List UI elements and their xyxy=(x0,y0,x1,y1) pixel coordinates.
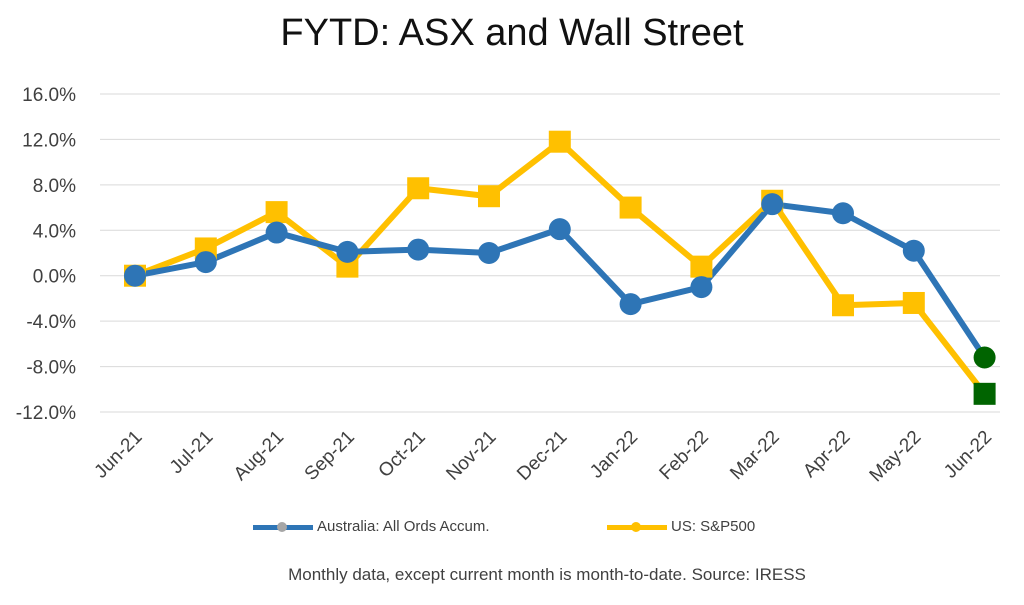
data-point-us xyxy=(902,291,925,314)
data-point-australia xyxy=(407,238,430,261)
x-tick-label: Mar-22 xyxy=(726,427,783,484)
x-tick-label: Apr-22 xyxy=(799,427,854,482)
y-tick-label: -8.0% xyxy=(26,358,76,379)
x-tick-label: Feb-22 xyxy=(656,427,713,484)
y-tick-label: 16.0% xyxy=(22,85,76,106)
data-point-australia xyxy=(619,293,642,316)
source-note: Monthly data, except current month is mo… xyxy=(288,565,806,584)
y-tick-label: 0.0% xyxy=(33,267,76,288)
x-tick-label: Oct-21 xyxy=(375,427,430,482)
data-point-australia xyxy=(194,251,217,274)
y-axis-ticks: 16.0% 12.0% 8.0% 4.0% 0.0% -4.0% -8.0% -12.0% xyxy=(16,85,76,424)
data-point-australia xyxy=(690,276,713,299)
y-tick-label: -4.0% xyxy=(26,312,76,333)
x-tick-label: Dec-21 xyxy=(513,427,571,485)
legend-swatch-us xyxy=(607,519,667,535)
x-tick-label: May-22 xyxy=(866,427,926,487)
data-point-us xyxy=(619,196,642,219)
data-point-us xyxy=(478,185,500,208)
legend-swatch-australia xyxy=(253,519,313,535)
x-tick-label: Jun-21 xyxy=(91,427,147,483)
data-point-australia xyxy=(832,202,854,225)
data-point-australia xyxy=(761,193,784,216)
legend-item-us: US: S&P500 xyxy=(607,518,755,535)
x-tick-label: Jul-21 xyxy=(166,427,217,478)
x-tick-label: Jun-22 xyxy=(940,427,996,483)
x-tick-label: Sep-21 xyxy=(301,427,359,485)
series-lines xyxy=(132,138,988,397)
legend-label-australia: Australia: All Ords Accum. xyxy=(317,518,490,535)
x-tick-label: Nov-21 xyxy=(442,427,500,485)
y-tick-label: 8.0% xyxy=(33,176,76,197)
legend-item-australia: Australia: All Ords Accum. xyxy=(253,518,490,535)
data-point-us xyxy=(265,201,288,224)
y-tick-label: -12.0% xyxy=(16,403,76,424)
y-tick-label: 12.0% xyxy=(22,130,76,151)
data-point-australia xyxy=(548,218,571,241)
data-point-australia xyxy=(973,346,996,369)
legend-label-us: US: S&P500 xyxy=(671,518,756,535)
series-line-us xyxy=(132,138,988,397)
data-point-us xyxy=(690,255,713,278)
x-tick-label: Jan-22 xyxy=(586,427,642,483)
data-point-us xyxy=(548,130,571,153)
x-tick-label: Aug-21 xyxy=(230,427,288,485)
y-tick-label: 4.0% xyxy=(33,221,76,242)
data-point-us xyxy=(973,382,996,405)
series-markers xyxy=(124,130,996,405)
data-point-us xyxy=(407,177,430,200)
x-axis-ticks: Jun-21 Jul-21 Aug-21 Sep-21 Oct-21 Nov-21 Dec-… xyxy=(91,427,997,487)
data-point-us xyxy=(832,294,854,317)
chart-title: FYTD: ASX and Wall Street xyxy=(280,12,744,54)
data-point-australia xyxy=(265,221,288,244)
data-point-australia xyxy=(478,242,500,264)
data-point-australia xyxy=(124,264,146,287)
data-point-australia xyxy=(902,239,925,262)
data-point-australia xyxy=(336,240,359,263)
